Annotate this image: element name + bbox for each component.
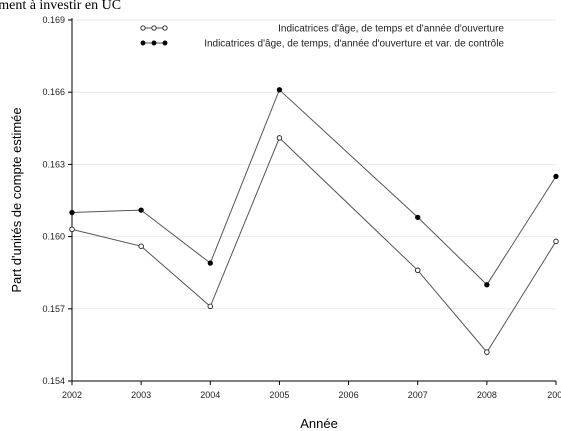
y-tick-label: 0.169 (42, 15, 65, 25)
grid-lines (72, 19, 556, 382)
series-2 (69, 87, 559, 288)
data-point (207, 303, 214, 310)
x-tick-label: 2007 (408, 390, 428, 400)
data-point (553, 173, 559, 180)
y-tick-label: 0.163 (42, 159, 65, 169)
series-layer (69, 87, 559, 355)
legend-entry: Indicatrices d'âge, de temps et d'année … (140, 24, 504, 35)
data-point (69, 226, 75, 233)
y-tick-label: 0.154 (42, 376, 65, 386)
data-point (484, 282, 490, 288)
y-tick-label: 0.157 (42, 304, 65, 314)
legend-label: Indicatrices d'âge, de temps, d'année d'… (204, 39, 504, 50)
x-tick-label: 2005 (269, 390, 289, 400)
series-line (71, 137, 557, 353)
legend-marker (162, 25, 168, 31)
data-point (276, 87, 283, 93)
legend-marker (140, 40, 146, 46)
x-axis-label: Année (300, 416, 338, 431)
axes: 0.154 0.157 0.160 0.163 0.166 0.169 2002 2003 20… (42, 15, 561, 400)
legend-marker (162, 40, 168, 46)
series-line (71, 88, 557, 286)
data-point (138, 207, 144, 213)
data-point (553, 238, 559, 245)
y-tick-label: 0.160 (42, 232, 65, 242)
data-point (276, 135, 283, 141)
y-tick-label: 0.166 (42, 87, 65, 97)
data-point (69, 209, 75, 216)
legend-entry: Indicatrices d'âge, de temps, d'année d'… (140, 39, 504, 50)
data-point (415, 214, 421, 220)
legend-label: Indicatrices d'âge, de temps et d'année … (278, 24, 504, 35)
x-tick-label: 200! (547, 390, 561, 400)
legend: Indicatrices d'âge, de temps et d'année … (140, 24, 504, 50)
legend-marker (151, 40, 157, 46)
x-tick-label: 2004 (200, 390, 220, 400)
x-tick-label: 2008 (477, 390, 497, 400)
legend-marker (151, 25, 157, 31)
x-tick-label: 2003 (131, 390, 151, 400)
x-tick-label: 2006 (339, 390, 359, 400)
data-point (414, 267, 421, 274)
series-1 (69, 135, 559, 355)
legend-marker (140, 25, 146, 31)
data-point (138, 243, 144, 249)
x-tick-label: 2002 (62, 390, 82, 400)
y-axis-label: Part d'unités de compte estimée (9, 107, 24, 292)
data-point (207, 260, 213, 266)
data-point (484, 349, 490, 355)
cropped-title-fragment: ement à investir en UC (0, 0, 121, 13)
